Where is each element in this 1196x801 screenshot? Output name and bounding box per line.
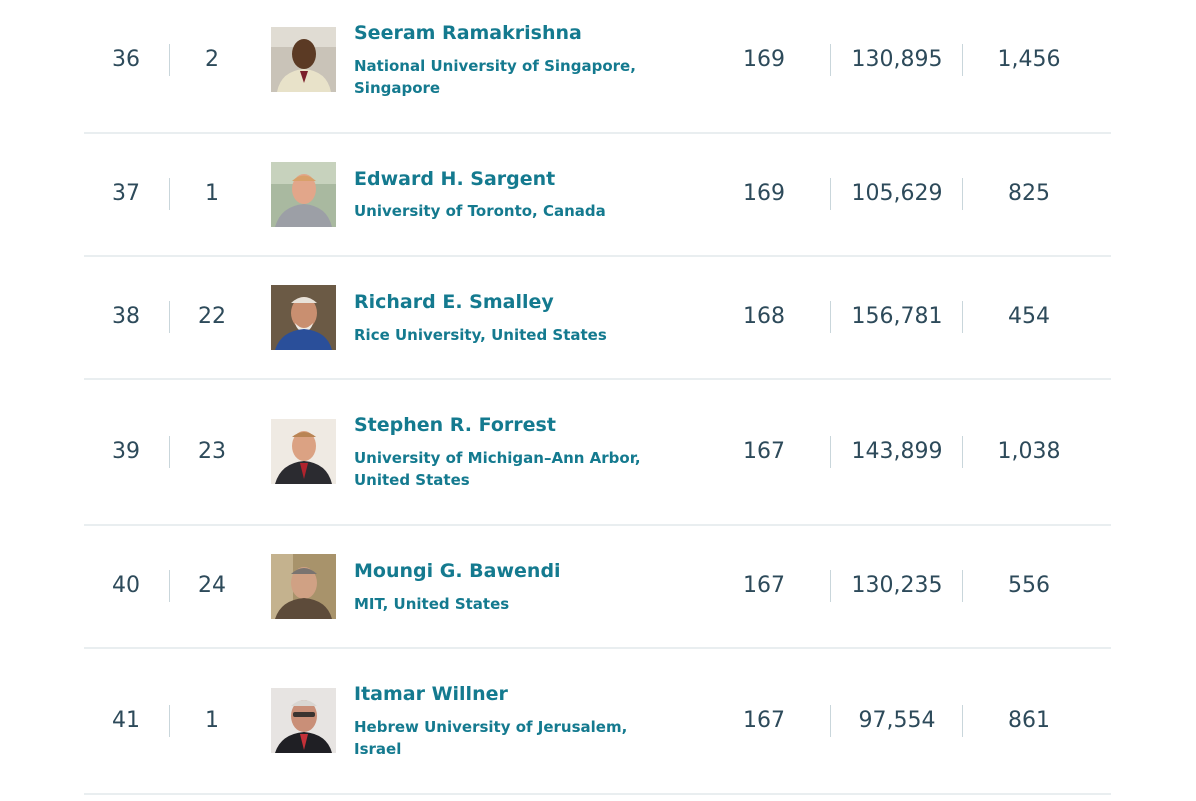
national-rank: 1 [205,181,219,206]
scientist-photo[interactable] [271,285,336,350]
column-separator [169,178,170,210]
national-rank: 24 [198,573,226,598]
table-row: 41 1 Itamar Willner Hebrew University of… [84,649,1111,795]
publications-value: 1,038 [997,439,1061,464]
scientist-affiliation-link[interactable]: National University of Singapore, Singap… [354,57,636,97]
column-separator [830,570,831,602]
scientist-photo[interactable] [271,688,336,753]
scientist-affiliation-link[interactable]: University of Toronto, Canada [354,202,606,220]
citations-value: 97,554 [858,708,936,733]
column-separator [962,570,963,602]
scientist-name-link[interactable]: Edward H. Sargent [354,168,556,190]
column-separator [830,178,831,210]
scientist-affiliation-link[interactable]: MIT, United States [354,595,510,613]
column-separator [830,705,831,737]
column-separator [962,705,963,737]
table-row: 39 23 Stephen R. Forrest University of M… [84,380,1111,526]
world-rank: 39 [112,439,140,464]
citations-value: 143,899 [851,439,943,464]
national-rank: 2 [205,47,219,72]
scientist-name-link[interactable]: Moungi G. Bawendi [354,560,561,582]
national-rank: 1 [205,708,219,733]
h-index-value: 169 [743,47,785,72]
national-rank: 23 [198,439,226,464]
table-row: 40 24 Moungi G. Bawendi MIT, United Stat… [84,526,1111,649]
scientist-photo[interactable] [271,27,336,92]
world-rank: 36 [112,47,140,72]
scientist-name-link[interactable]: Richard E. Smalley [354,291,554,313]
scientist-photo[interactable] [271,162,336,227]
citations-value: 130,895 [851,47,943,72]
scientist-photo[interactable] [271,554,336,619]
column-separator [962,301,963,333]
h-index-value: 167 [743,573,785,598]
column-separator [962,178,963,210]
publications-value: 1,456 [997,47,1061,72]
column-separator [962,436,963,468]
world-rank: 40 [112,573,140,598]
citations-value: 156,781 [851,304,943,329]
scientist-affiliation-link[interactable]: University of Michigan–Ann Arbor, United… [354,449,641,489]
national-rank: 22 [198,304,226,329]
table-row: 37 1 Edward H. Sargent University of Tor… [84,134,1111,257]
column-separator [830,44,831,76]
column-separator [169,301,170,333]
column-separator [830,436,831,468]
scientist-name-link[interactable]: Itamar Willner [354,683,508,705]
column-separator [962,44,963,76]
h-index-value: 167 [743,439,785,464]
h-index-value: 167 [743,708,785,733]
scientist-affiliation-link[interactable]: Hebrew University of Jerusalem, Israel [354,718,628,758]
column-separator [169,570,170,602]
h-index-value: 168 [743,304,785,329]
table-row: 38 22 Richard E. Smalley Rice University… [84,257,1111,380]
publications-value: 454 [1008,304,1050,329]
scientist-affiliation-link[interactable]: Rice University, United States [354,326,607,344]
scientist-name-link[interactable]: Seeram Ramakrishna [354,22,582,44]
world-rank: 37 [112,181,140,206]
publications-value: 825 [1008,181,1050,206]
scientist-photo[interactable] [271,419,336,484]
world-rank: 38 [112,304,140,329]
publications-value: 861 [1008,708,1050,733]
world-rank: 41 [112,708,140,733]
column-separator [169,705,170,737]
citations-value: 105,629 [851,181,943,206]
citations-value: 130,235 [851,573,943,598]
column-separator [169,44,170,76]
column-separator [169,436,170,468]
h-index-value: 169 [743,181,785,206]
table-row: 36 2 Seeram Ramakrishna National Univers… [84,0,1111,134]
column-separator [830,301,831,333]
scientist-name-link[interactable]: Stephen R. Forrest [354,414,556,436]
publications-value: 556 [1008,573,1050,598]
